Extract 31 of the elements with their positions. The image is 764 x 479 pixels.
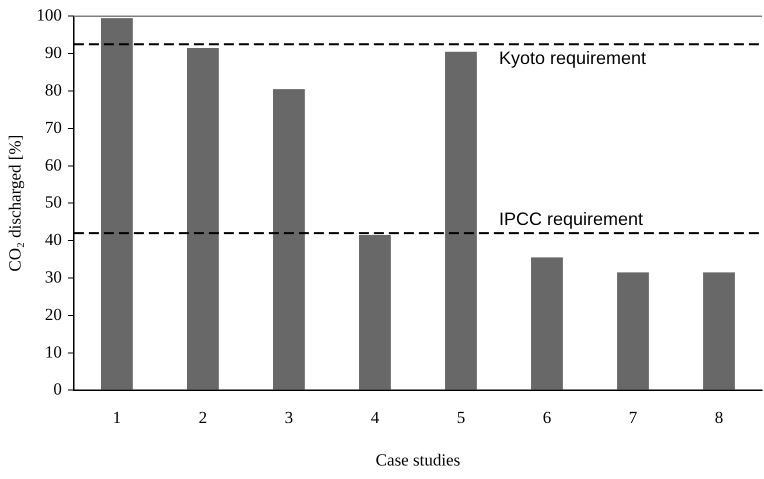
x-axis-title: Case studies: [376, 450, 460, 470]
bar: [100, 18, 133, 390]
bar: [187, 48, 219, 390]
y-tick-label: 0: [53, 380, 62, 399]
bar: [359, 234, 391, 390]
ref-line-label: IPCC requirement: [498, 209, 644, 230]
x-tick-label: 7: [628, 408, 638, 427]
x-tick-label: 1: [112, 408, 122, 427]
bar: [617, 272, 649, 390]
y-tick-label: 60: [44, 155, 62, 174]
y-tick-label: 80: [44, 80, 62, 100]
bar: [531, 257, 563, 390]
x-tick-label: 4: [370, 408, 380, 427]
y-tick-label: 70: [44, 118, 62, 137]
bar: [273, 89, 305, 390]
y-tick-label: 90: [44, 43, 62, 62]
x-tick-label: 3: [284, 408, 294, 427]
y-tick-label: 50: [44, 192, 62, 212]
x-tick-label: 5: [456, 408, 466, 427]
y-tick-label: 20: [44, 304, 62, 324]
y-tick-label: 30: [44, 267, 62, 286]
y-tick-label: 10: [44, 342, 62, 362]
x-tick-label: 6: [542, 408, 552, 427]
y-axis-title: CO₂ discharged [%]: [6, 134, 25, 272]
y-tick-label: 40: [44, 230, 62, 250]
bar: [703, 272, 735, 390]
x-tick-label: 8: [714, 408, 724, 427]
ref-line-label: Kyoto requirement: [498, 48, 646, 68]
y-tick-label: 100: [36, 6, 62, 25]
bar: [445, 52, 477, 390]
x-tick-label: 2: [198, 408, 208, 427]
